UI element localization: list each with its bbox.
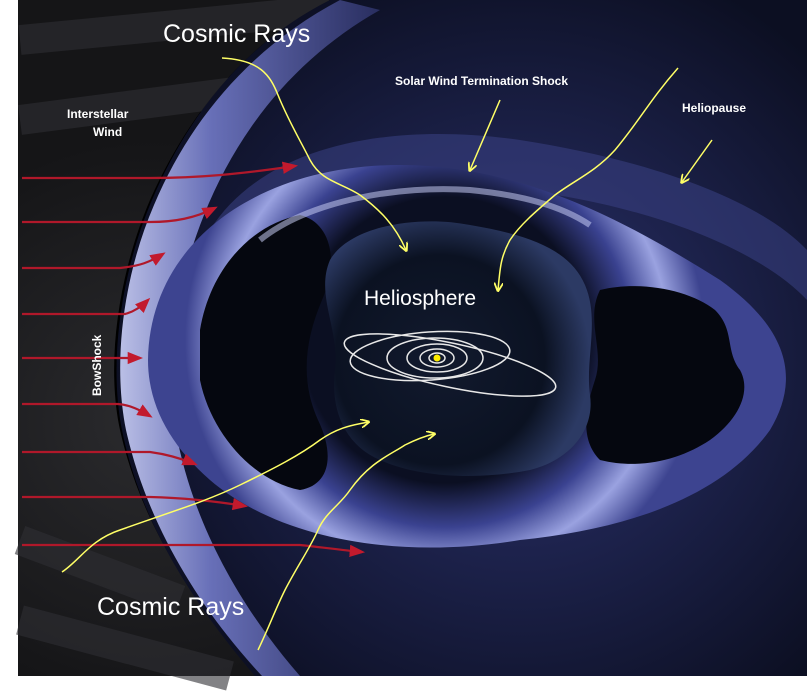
- cosmic-ray-paths: [61, 57, 679, 651]
- heliosphere-label: Heliosphere: [364, 287, 476, 310]
- interstellar-wind-arrows: [22, 161, 366, 558]
- cosmic-rays-label-bottom: Cosmic Rays: [97, 593, 244, 621]
- cosmic-ray-path-bottom-right: [257, 434, 434, 651]
- left-cavity: [200, 215, 331, 490]
- wind-arrow: [22, 450, 198, 466]
- orbit: [406, 343, 468, 373]
- wind-arrow: [22, 495, 249, 511]
- solar-system: [343, 330, 557, 397]
- sun-icon: [433, 354, 441, 362]
- orbit: [349, 330, 511, 382]
- cosmic-ray-path-shock: [498, 67, 679, 290]
- interstellar-wind-label-line1: Interstellar: [67, 107, 129, 121]
- label-pointers: [470, 99, 713, 182]
- cosmic-rays-label-top: Cosmic Rays: [163, 20, 310, 48]
- wind-arrow: [22, 206, 218, 224]
- interstellar-streaks: [14, 0, 332, 691]
- wind-arrow: [22, 252, 166, 270]
- orbit: [428, 352, 446, 364]
- shell-highlight: [258, 186, 592, 243]
- cosmic-ray-path-top: [221, 57, 406, 250]
- interstellar-wind-label-line2: Wind: [93, 125, 122, 139]
- right-cavity: [586, 286, 745, 464]
- termination-shock-pointer: [470, 99, 501, 170]
- wind-arrow: [22, 161, 299, 180]
- wind-arrow: [22, 543, 366, 558]
- orbit: [343, 333, 557, 397]
- cosmic-ray-path-bottom-left: [61, 422, 368, 573]
- orbit: [419, 348, 455, 368]
- heliopause-pointer: [682, 139, 713, 182]
- bow-shock-label: BowShock: [90, 334, 104, 396]
- orbit: [386, 337, 484, 379]
- wind-arrow: [22, 297, 151, 316]
- interstellar-region: [18, 0, 330, 676]
- wind-arrow: [22, 402, 153, 418]
- heliopause-label: Heliopause: [682, 101, 746, 115]
- termination-shock-label: Solar Wind Termination Shock: [395, 74, 568, 88]
